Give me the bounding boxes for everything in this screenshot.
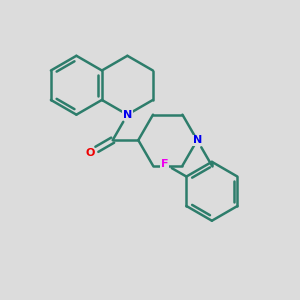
Text: N: N — [123, 110, 132, 120]
Text: O: O — [85, 148, 94, 158]
Text: F: F — [161, 159, 169, 169]
Text: N: N — [193, 135, 202, 145]
